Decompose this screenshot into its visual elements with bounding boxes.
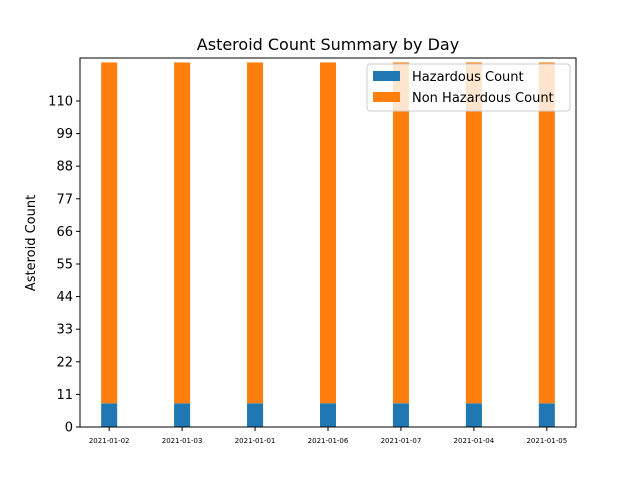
y-axis: 0 11 22 33 44 55 66 77 88 99 110 — [48, 94, 80, 436]
bar-hazardous-2021-01-06 — [319, 403, 337, 427]
y-tick-label: 88 — [56, 160, 73, 175]
y-tick-label: 22 — [56, 355, 73, 370]
bar-non-hazardous-2021-01-04 — [465, 62, 482, 404]
bar-non-hazardous-2021-01-02 — [101, 62, 118, 404]
bar-non-hazardous-2021-01-06 — [319, 62, 337, 404]
bar-hazardous-2021-01-01 — [247, 403, 264, 427]
y-tick-label: 77 — [56, 192, 73, 207]
bar-hazardous-2021-01-03 — [174, 403, 191, 427]
y-tick-label: 44 — [56, 290, 73, 305]
x-axis: 2021-01-02 2021-01-03 2021-01-01 2021-01-06… — [89, 427, 567, 445]
x-tick-label: 2021-01-06 — [308, 437, 349, 445]
legend-label-hazardous: Hazardous Count — [412, 70, 524, 85]
y-tick-label: 11 — [56, 388, 73, 403]
plot-area — [79, 57, 577, 428]
y-tick-label: 0 — [65, 421, 73, 436]
y-tick-label: 33 — [56, 323, 73, 338]
legend: Hazardous Count Non Hazardous Count — [366, 63, 571, 112]
bar-hazardous-2021-01-04 — [465, 403, 482, 427]
y-tick-label: 110 — [48, 94, 73, 109]
legend-swatch-hazardous — [373, 71, 400, 81]
bar-hazardous-2021-01-07 — [392, 403, 409, 427]
legend-box — [366, 63, 571, 112]
legend-label-non-hazardous: Non Hazardous Count — [412, 91, 554, 106]
chart-title: Asteroid Count Summary by Day — [197, 35, 459, 54]
x-tick-label: 2021-01-07 — [381, 437, 422, 445]
x-tick-label: 2021-01-03 — [162, 437, 203, 445]
bar-hazardous-2021-01-05 — [538, 403, 555, 427]
legend-swatch-non-hazardous — [373, 92, 400, 102]
y-tick-label: 55 — [56, 257, 73, 272]
x-tick-label: 2021-01-04 — [454, 437, 495, 445]
bar-non-hazardous-2021-01-07 — [392, 62, 409, 404]
bar-hazardous-2021-01-02 — [101, 403, 118, 427]
y-tick-label: 99 — [56, 127, 73, 142]
x-tick-label: 2021-01-01 — [235, 437, 276, 445]
y-axis-label: Asteroid Count — [24, 195, 39, 291]
x-tick-label: 2021-01-05 — [526, 437, 567, 445]
x-tick-label: 2021-01-02 — [89, 437, 130, 445]
y-tick-label: 66 — [56, 225, 73, 240]
bar-non-hazardous-2021-01-01 — [247, 62, 264, 404]
bar-non-hazardous-2021-01-03 — [174, 62, 191, 404]
bar-non-hazardous-2021-01-05 — [538, 62, 555, 404]
